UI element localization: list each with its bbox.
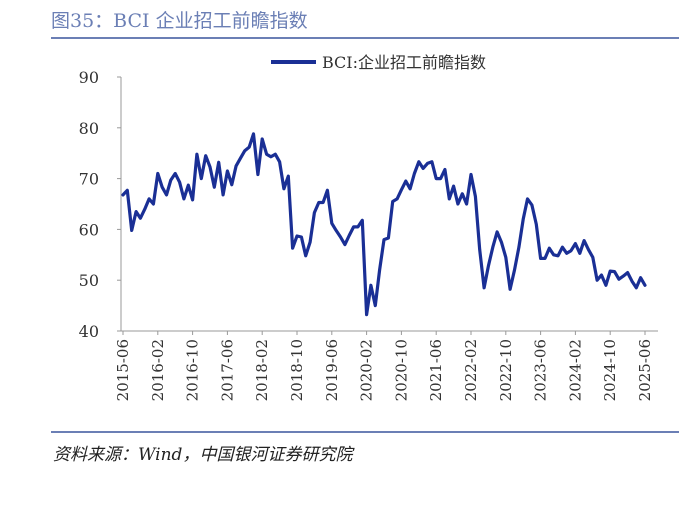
y-tick-label: 50 — [79, 271, 99, 290]
y-tick-label: 90 — [79, 68, 99, 87]
x-tick-label: 2017-06 — [218, 339, 236, 401]
x-tick-label: 2025-06 — [636, 339, 654, 401]
x-tick-label: 2018-02 — [253, 339, 271, 401]
x-tick-label: 2024-10 — [601, 339, 619, 401]
y-tick-label: 40 — [79, 322, 99, 341]
x-tick-label: 2016-02 — [149, 339, 167, 401]
source-note: 资料来源：Wind，中国银河证券研究院 — [53, 445, 353, 465]
series-line — [121, 132, 647, 317]
y-tick-label: 80 — [79, 119, 99, 138]
x-tick-label: 2015-06 — [114, 339, 132, 401]
x-tick-label: 2018-10 — [288, 339, 306, 401]
x-tick-label: 2020-02 — [358, 339, 376, 401]
legend-label: BCI:企业招工前瞻指数 — [322, 53, 486, 72]
x-tick-label: 2016-10 — [184, 339, 202, 401]
x-tick-label: 2020-10 — [392, 339, 410, 401]
x-tick-label: 2022-10 — [497, 339, 515, 401]
x-tick-label: 2019-06 — [323, 339, 341, 401]
figure-title: 图35：BCI 企业招工前瞻指数 — [51, 10, 308, 32]
x-tick-label: 2024-02 — [566, 339, 584, 401]
x-tick-label: 2023-06 — [532, 339, 550, 401]
x-tick-label: 2022-02 — [462, 339, 480, 401]
x-tick-label: 2021-06 — [427, 339, 445, 401]
source-divider — [51, 431, 679, 433]
title-divider — [51, 37, 679, 39]
y-tick-label: 70 — [79, 170, 99, 189]
y-tick-label: 60 — [79, 220, 99, 239]
